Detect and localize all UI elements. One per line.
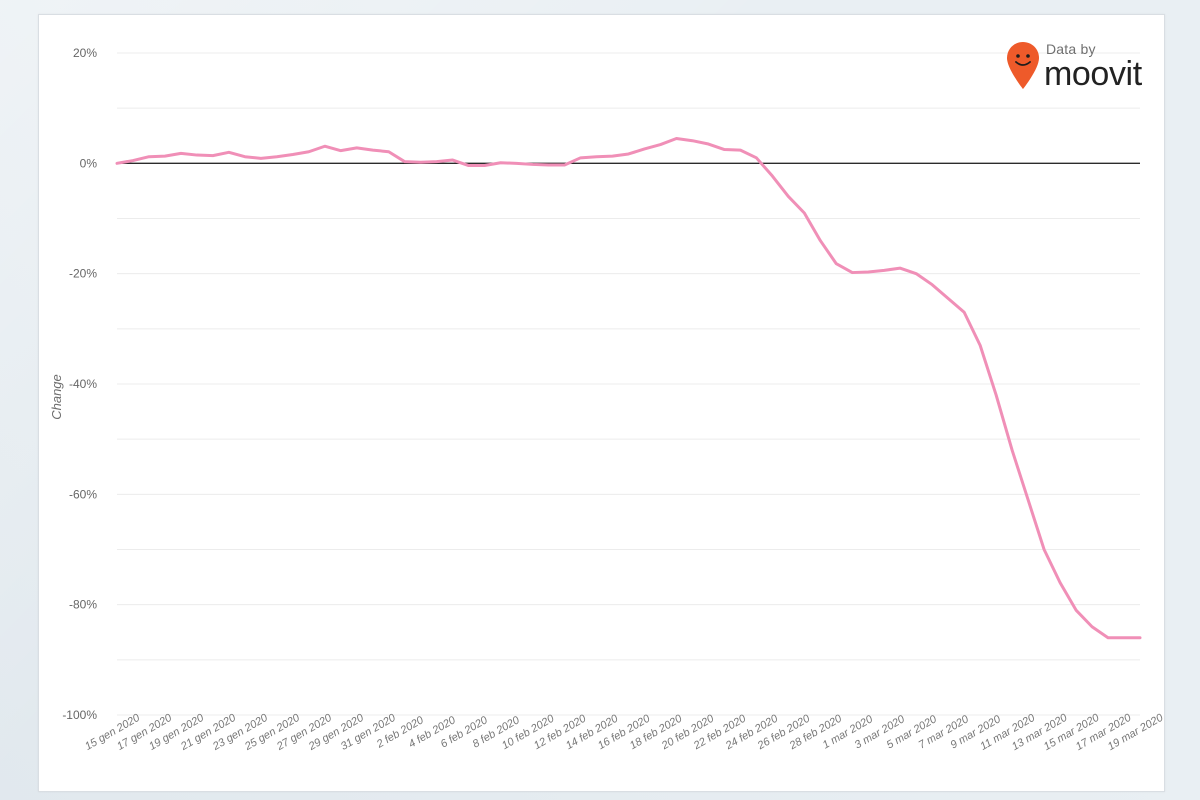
chart-card: Data by moovit 20% 0% -20% -40% -60% -80% -100… — [38, 14, 1166, 792]
series-line-0 — [115, 137, 1142, 640]
pin-right-eye — [1026, 54, 1030, 58]
brand-logo: Data by moovit — [1006, 37, 1146, 109]
y-tick-label: 0% — [80, 156, 98, 170]
y-tick-label: -40% — [69, 377, 97, 391]
y-tick-label: -100% — [62, 708, 97, 722]
grid-layer — [117, 52, 1140, 716]
brand-small-text: Data by — [1046, 41, 1096, 57]
y-tick-label: -60% — [69, 487, 97, 501]
y-tick-label: 20% — [73, 46, 97, 60]
y-tick-label: -80% — [69, 598, 97, 612]
location-pin-icon — [1007, 42, 1039, 89]
pin-smile — [1015, 61, 1031, 66]
line-chart: 20%0%-20%-40%-60%-80%-100%15 gen 202017 … — [49, 46, 1166, 753]
y-tick-label: -20% — [69, 267, 97, 281]
y-axis-label: Change — [49, 374, 64, 420]
pin-left-eye — [1016, 54, 1020, 58]
brand-wordmark: moovit — [1044, 55, 1142, 93]
line-layer — [115, 137, 1142, 640]
